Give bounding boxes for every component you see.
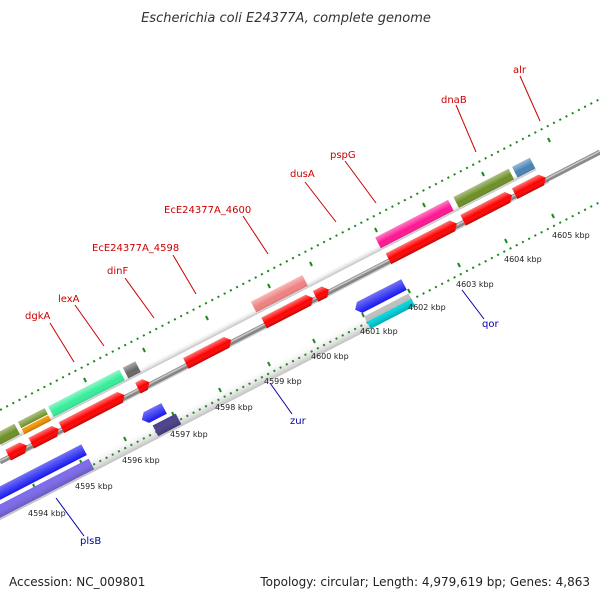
major-tick [422, 202, 426, 208]
scale-label: 4605 kbp [552, 231, 590, 240]
scale-label: 4600 kbp [311, 352, 349, 361]
leader-alr [519, 75, 541, 122]
scale-label: 4594 kbp [28, 509, 66, 518]
leader-qor [461, 289, 485, 320]
major-tick [457, 262, 461, 268]
upper-tick-guide [0, 98, 600, 411]
scale-label: 4596 kbp [122, 456, 160, 465]
label-leaders-top [49, 75, 541, 363]
scale-label: 4597 kbp [170, 430, 208, 439]
leader-dnaB [455, 104, 477, 153]
leader-plsB [55, 497, 85, 537]
genome-summary-text: Topology: circular; Length: 4,979,619 bp… [259, 575, 590, 589]
gene-label-alr: alr [513, 65, 527, 76]
gene-label-EcE24377A_4598: EcE24377A_4598 [92, 243, 179, 254]
leader-lexA [74, 304, 105, 347]
major-tick [374, 227, 378, 233]
major-tick [407, 288, 411, 294]
gene-label-EcE24377A_4600: EcE24377A_4600 [164, 205, 251, 216]
leader-pspG [344, 160, 377, 204]
major-tick [504, 238, 508, 244]
scale-labels: 4594 kbp 4595 kbp 4596 kbp 4597 kbp 4598… [28, 231, 590, 518]
scale-label: 4603 kbp [456, 280, 494, 289]
accession-text: Accession: NC_009801 [9, 575, 145, 589]
leader-dgkA [49, 322, 75, 363]
gene-labels-top: dgkA lexA dinF EcE24377A_4598 EcE24377A_… [25, 65, 527, 322]
gene-label-zur: zur [290, 416, 307, 427]
gene-label-lexA: lexA [58, 294, 80, 305]
leader-EcE24377A_4600 [242, 215, 269, 255]
leader-EcE24377A_4598 [172, 254, 197, 295]
orf-shading [5, 171, 550, 461]
gene-label-dnaB: dnaB [441, 95, 467, 106]
leader-zur [269, 382, 293, 415]
major-tick [481, 171, 485, 177]
reverse-strand-genes [0, 279, 416, 543]
gene-label-pspG: pspG [330, 150, 356, 161]
gene-label-qor: qor [482, 319, 499, 330]
major-tick [309, 261, 313, 267]
reverse-shading [0, 279, 416, 543]
gene-label-dinF: dinF [107, 266, 128, 277]
gene-label-plsB: plsB [80, 536, 101, 547]
label-leaders-bottom [55, 289, 485, 537]
scale-label: 4602 kbp [408, 303, 446, 312]
major-tick [205, 315, 209, 321]
scale-label: 4599 kbp [264, 377, 302, 386]
major-tick [547, 137, 551, 143]
scale-label: 4601 kbp [360, 327, 398, 336]
major-tick [142, 347, 146, 353]
gene-shading [0, 157, 537, 447]
scale-label: 4604 kbp [504, 255, 542, 264]
forward-strand-genes [0, 157, 550, 461]
gene-label-dusA: dusA [290, 169, 315, 180]
major-tick [83, 377, 87, 383]
map-title: Escherichia coli E24377A, complete genom… [141, 11, 431, 26]
leader-dinF [124, 277, 155, 319]
gene-labels-bottom: plsB zur qor [80, 319, 499, 547]
scale-label: 4595 kbp [75, 482, 113, 491]
major-tick [267, 283, 271, 289]
forward-orf-arrows [5, 171, 550, 461]
gene-label-dgkA: dgkA [25, 311, 50, 322]
leader-dusA [304, 181, 337, 223]
major-tick [551, 213, 555, 219]
scale-label: 4598 kbp [215, 403, 253, 412]
